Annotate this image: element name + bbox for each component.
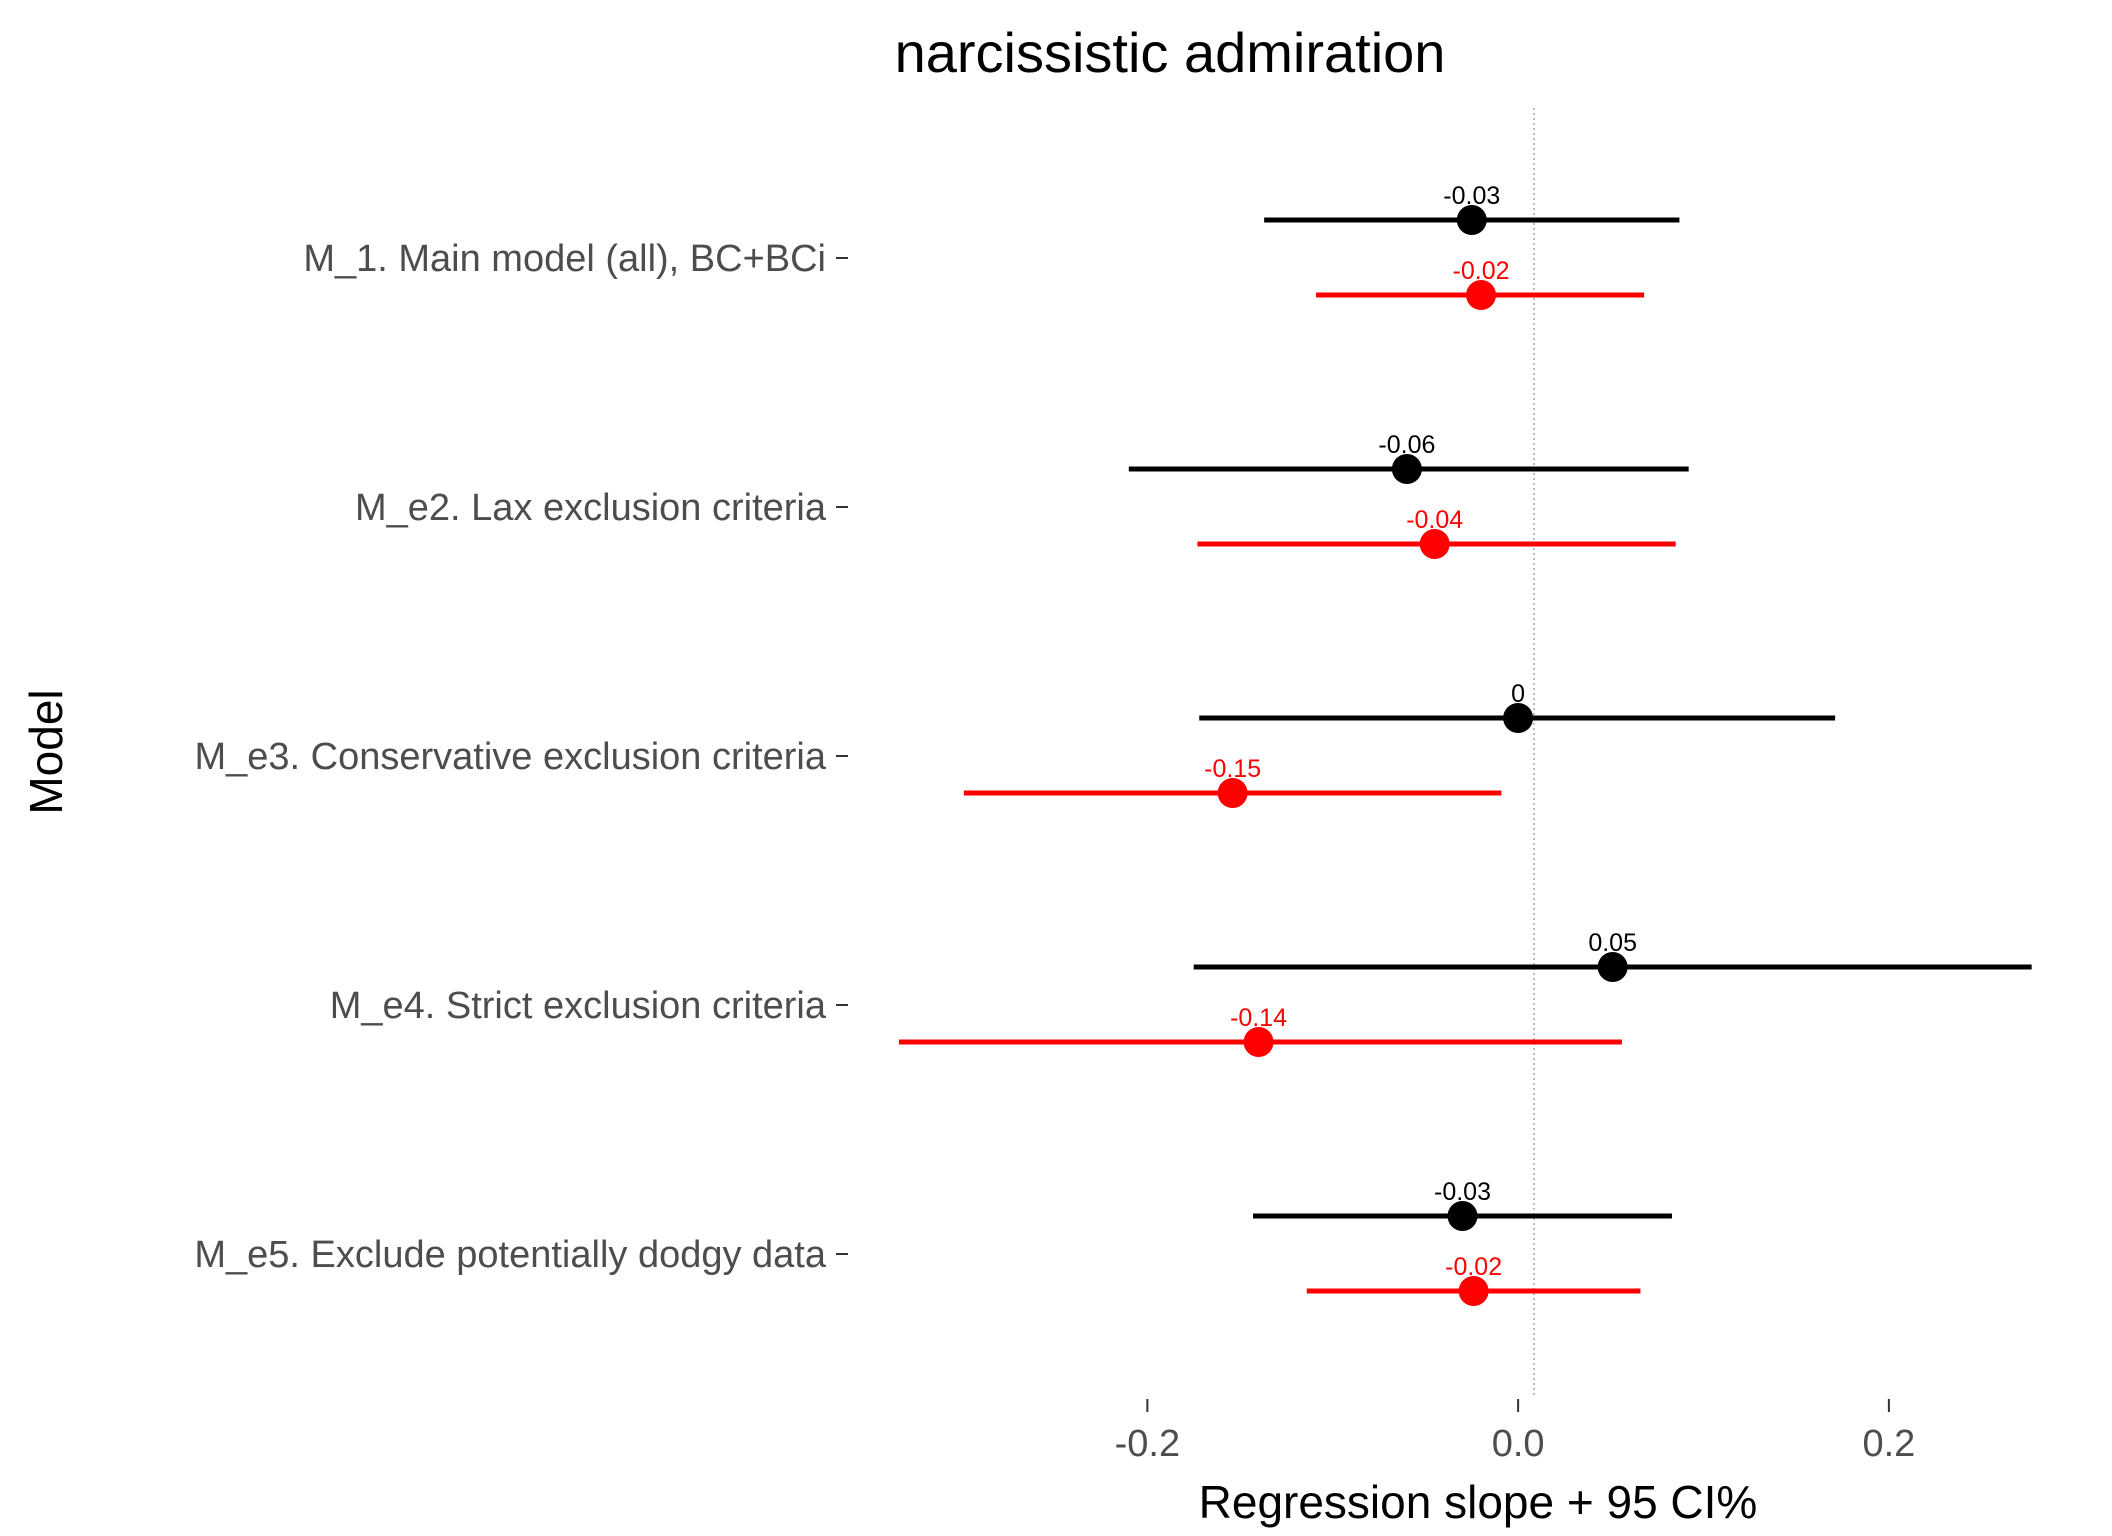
- estimate-label: -0.14: [1230, 1004, 1287, 1032]
- x-axis-title: Regression slope + 95 CI%: [1199, 1476, 1758, 1528]
- y-tick-label: M_1. Main model (all), BC+BCi: [303, 238, 826, 280]
- estimate-label: 0: [1511, 680, 1525, 708]
- y-tick-label: M_e4. Strict exclusion criteria: [330, 985, 827, 1027]
- y-tick-label: M_e2. Lax exclusion criteria: [355, 487, 827, 529]
- x-axis-ticks: -0.2 0.0 0.2: [1115, 1399, 1915, 1465]
- y-tick-label: M_e5. Exclude potentially dodgy data: [194, 1234, 827, 1276]
- estimate-point: [1217, 778, 1248, 808]
- estimate-point: [1391, 454, 1422, 484]
- chart-title: narcissistic admiration: [895, 21, 1446, 84]
- x-tick-label: 0.2: [1862, 1423, 1915, 1465]
- x-tick-label: 0.0: [1492, 1423, 1545, 1465]
- estimate-point: [1447, 1201, 1478, 1231]
- estimate-point: [1597, 952, 1628, 982]
- estimate-label: -0.04: [1406, 506, 1463, 534]
- y-axis-title: Model: [20, 689, 72, 814]
- estimate-point: [1458, 1276, 1489, 1306]
- estimate-point: [1503, 703, 1534, 733]
- estimate-label: -0.06: [1378, 431, 1435, 459]
- series-marks: -0.03 -0.06 0 0.05 -0.03 -0.02 -0.04 -0.15 -0.14…: [898, 182, 2032, 1306]
- estimate-point: [1466, 280, 1497, 310]
- y-axis-ticks: M_1. Main model (all), BC+BCi M_e2. Lax e…: [194, 238, 848, 1276]
- estimate-point: [1419, 529, 1450, 559]
- estimate-label: 0.05: [1588, 929, 1637, 957]
- estimate-label: -0.02: [1453, 257, 1510, 285]
- x-tick-label: -0.2: [1115, 1423, 1180, 1465]
- estimate-label: -0.03: [1443, 182, 1500, 210]
- estimate-point: [1243, 1027, 1274, 1057]
- estimate-label: -0.15: [1204, 755, 1261, 783]
- estimate-label: -0.03: [1434, 1178, 1491, 1206]
- y-tick-label: M_e3. Conservative exclusion criteria: [195, 736, 827, 778]
- estimate-point: [1456, 205, 1487, 235]
- estimate-label: -0.02: [1445, 1253, 1502, 1281]
